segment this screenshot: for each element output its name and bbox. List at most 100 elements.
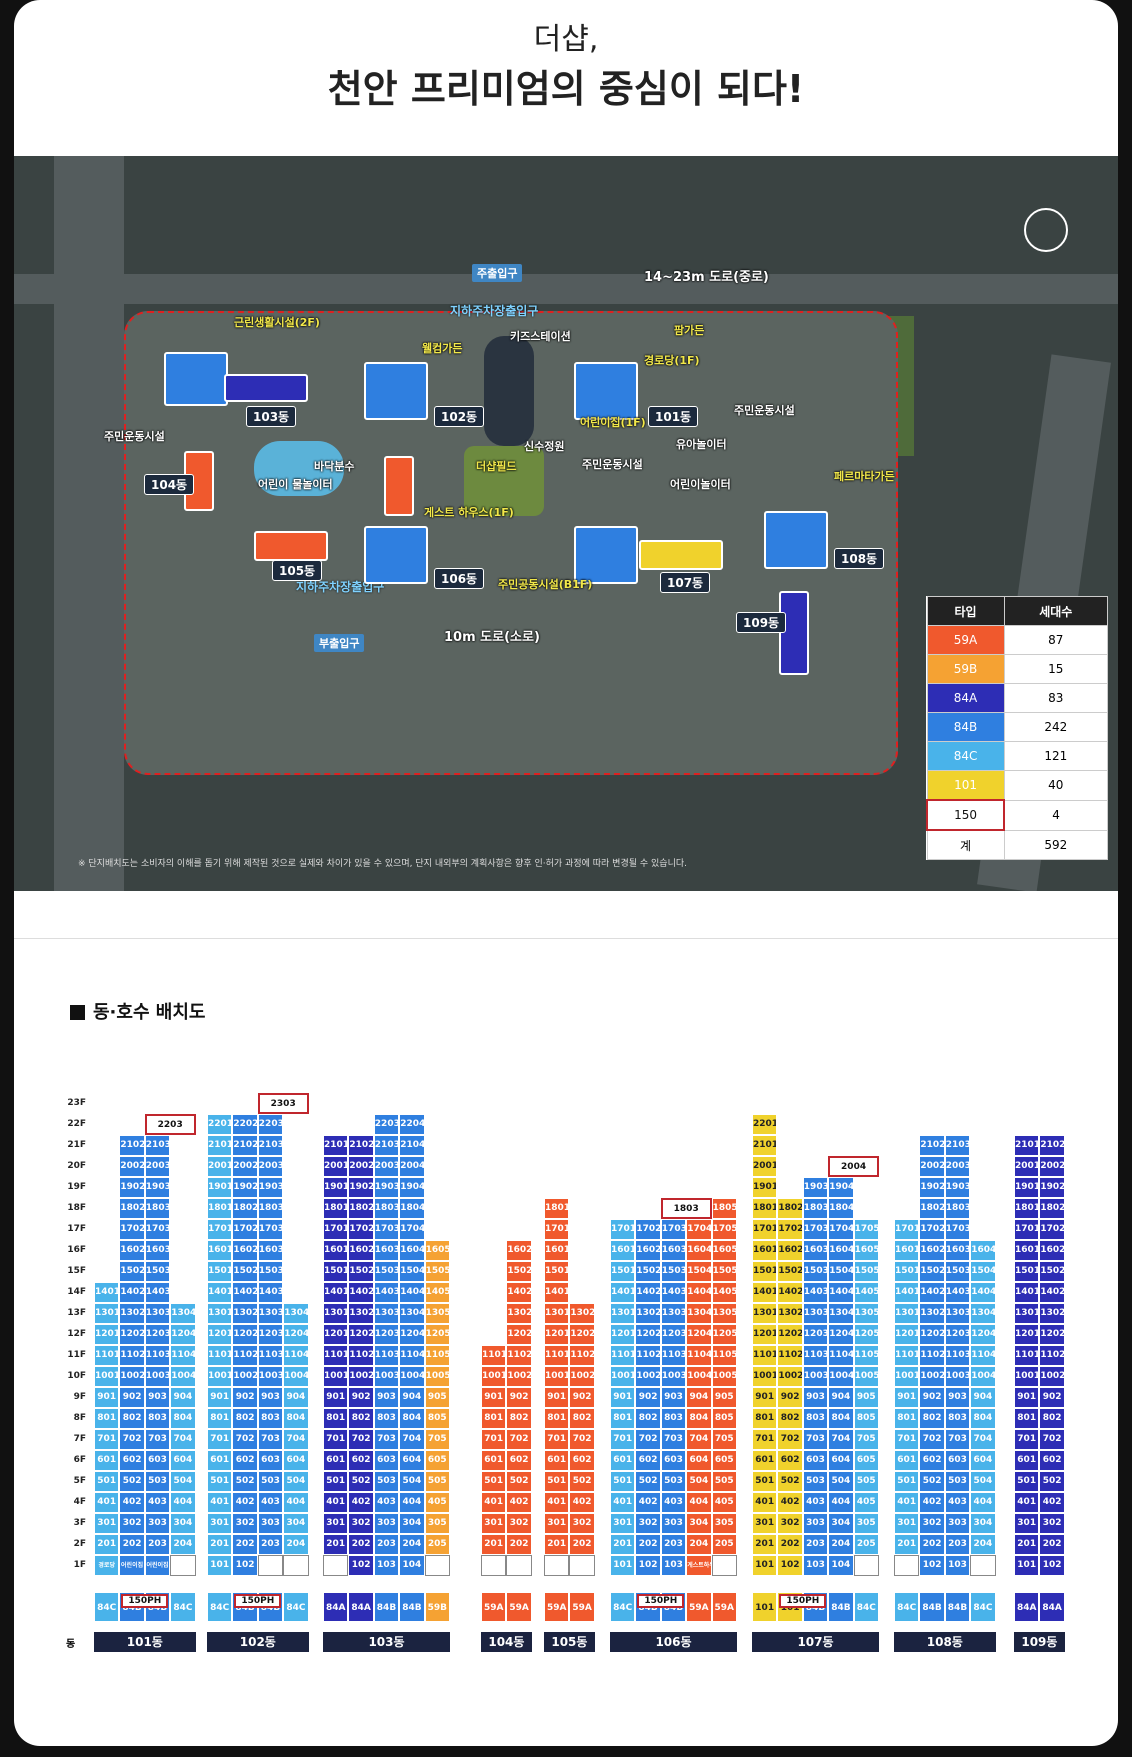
- unit-cell: 301: [610, 1513, 636, 1534]
- unit-cell: 102: [919, 1555, 945, 1576]
- unit-cell: 802: [919, 1408, 945, 1429]
- unit-cell: 104: [399, 1555, 425, 1576]
- unit-cell: 1502: [1039, 1261, 1065, 1282]
- unit-cell: 302: [348, 1513, 374, 1534]
- unit-cell: 204: [970, 1534, 996, 1555]
- unit-cell: 705: [424, 1429, 450, 1450]
- unit-cell: 1502: [635, 1261, 661, 1282]
- unit-cell: 1502: [348, 1261, 374, 1282]
- unit-cell: 801: [610, 1408, 636, 1429]
- building-106b: [574, 526, 638, 584]
- unit-cell: 1402: [119, 1282, 145, 1303]
- unit-cell: 1401: [94, 1282, 120, 1303]
- floor-label: 4F: [73, 1497, 86, 1507]
- unit-cell: 801: [1014, 1408, 1040, 1429]
- unit-cell: 202: [635, 1534, 661, 1555]
- unit-cell: 1902: [119, 1177, 145, 1198]
- unit-cell: 1403: [944, 1282, 971, 1303]
- water-playground: [254, 441, 344, 496]
- unit-cell: 1102: [919, 1345, 945, 1366]
- unit-cell: 1001: [610, 1366, 636, 1387]
- unit-cell: 1404: [399, 1282, 425, 1303]
- unit-cell: 1501: [610, 1261, 636, 1282]
- unit-cell: 1903: [373, 1177, 400, 1198]
- unit-cell: 1904: [399, 1177, 425, 1198]
- floor-label: 6F: [73, 1455, 86, 1465]
- facility-label: 주민공동시설(B1F): [498, 578, 593, 591]
- unit-cell: 1305: [853, 1303, 879, 1324]
- unit-cell: 1405: [711, 1282, 737, 1303]
- unit-cell: 1103: [144, 1345, 171, 1366]
- unit-cell: 305: [424, 1513, 450, 1534]
- unit-cell: 1603: [802, 1240, 829, 1261]
- unit-type-label: 84C: [94, 1592, 120, 1622]
- unit-cell: 605: [853, 1450, 879, 1471]
- facility-label: 바닥분수: [314, 460, 355, 473]
- unit-cell: 2001: [207, 1156, 233, 1177]
- unit-cell: 1504: [686, 1261, 712, 1282]
- unit-cell: 1104: [399, 1345, 425, 1366]
- unit-cell: 1302: [1039, 1303, 1065, 1324]
- unit-cell: 501: [894, 1471, 920, 1492]
- unit-cell: 101: [1014, 1555, 1040, 1576]
- building-103: [164, 352, 228, 406]
- unit-cell: 1504: [399, 1261, 425, 1282]
- unit-cell: 1705: [711, 1219, 737, 1240]
- unit-cell: 2002: [232, 1156, 258, 1177]
- unit-cell: 202: [777, 1534, 803, 1555]
- unit-cell: 403: [660, 1492, 687, 1513]
- unit-cell: 1302: [348, 1303, 374, 1324]
- unit-cell: 1902: [232, 1177, 258, 1198]
- unit-cell: 704: [970, 1429, 996, 1450]
- unit-cell: 1605: [711, 1240, 737, 1261]
- unit-cell: 1601: [894, 1240, 920, 1261]
- unit-cell: 1702: [119, 1219, 145, 1240]
- unit-cell: 102: [348, 1555, 374, 1576]
- unit-cell: 204: [828, 1534, 854, 1555]
- unit-cell: 403: [373, 1492, 400, 1513]
- unit-cell: 1204: [686, 1324, 712, 1345]
- dong-102-label: 102동: [434, 406, 485, 427]
- unit-cell: 1503: [660, 1261, 687, 1282]
- unit-cell: 1201: [323, 1324, 349, 1345]
- unit-cell: 1602: [919, 1240, 945, 1261]
- page-subtitle: 더샵,: [533, 22, 599, 57]
- empty-cell: [481, 1555, 507, 1576]
- unit-cell: 101: [207, 1555, 233, 1576]
- unit-cell: 702: [506, 1429, 532, 1450]
- unit-cell: 402: [348, 1492, 374, 1513]
- unit-cell: 1002: [232, 1366, 258, 1387]
- facility-label: 신수정원: [524, 440, 565, 453]
- dong-103-label: 103동: [246, 406, 297, 427]
- dong-106-label: 106동: [434, 568, 485, 589]
- unit-cell: 1801: [1014, 1198, 1040, 1219]
- unit-cell: 2103: [144, 1135, 171, 1156]
- unit-cell: 1302: [506, 1303, 532, 1324]
- unit-cell: 803: [944, 1408, 971, 1429]
- unit-cell: 203: [257, 1534, 284, 1555]
- legend-row: 84A 83: [926, 683, 1109, 713]
- unit-cell: 502: [348, 1471, 374, 1492]
- unit-cell: 502: [119, 1471, 145, 1492]
- legend-header-cell: 타입: [926, 596, 1005, 626]
- unit-cell: 901: [894, 1387, 920, 1408]
- compass-icon: [1024, 208, 1068, 252]
- unit-cell: 602: [919, 1450, 945, 1471]
- unit-cell: 1702: [232, 1219, 258, 1240]
- unit-cell: 401: [207, 1492, 233, 1513]
- dong-name-bar: 109동: [1014, 1632, 1065, 1652]
- unit-cell: 1603: [144, 1240, 171, 1261]
- unit-cell: 1005: [424, 1366, 450, 1387]
- unit-cell: 1401: [544, 1282, 570, 1303]
- unit-cell: 1704: [399, 1219, 425, 1240]
- unit-cell: 1004: [399, 1366, 425, 1387]
- unit-cell: 502: [1039, 1471, 1065, 1492]
- unit-cell: 901: [207, 1387, 233, 1408]
- unit-cell: 204: [283, 1534, 309, 1555]
- unit-cell: 804: [828, 1408, 854, 1429]
- unit-cell: 401: [544, 1492, 570, 1513]
- building-109: [779, 591, 809, 675]
- unit-cell: 1001: [481, 1366, 507, 1387]
- legend-type: 59A: [926, 625, 1005, 655]
- unit-type-label: 84A: [1014, 1592, 1040, 1622]
